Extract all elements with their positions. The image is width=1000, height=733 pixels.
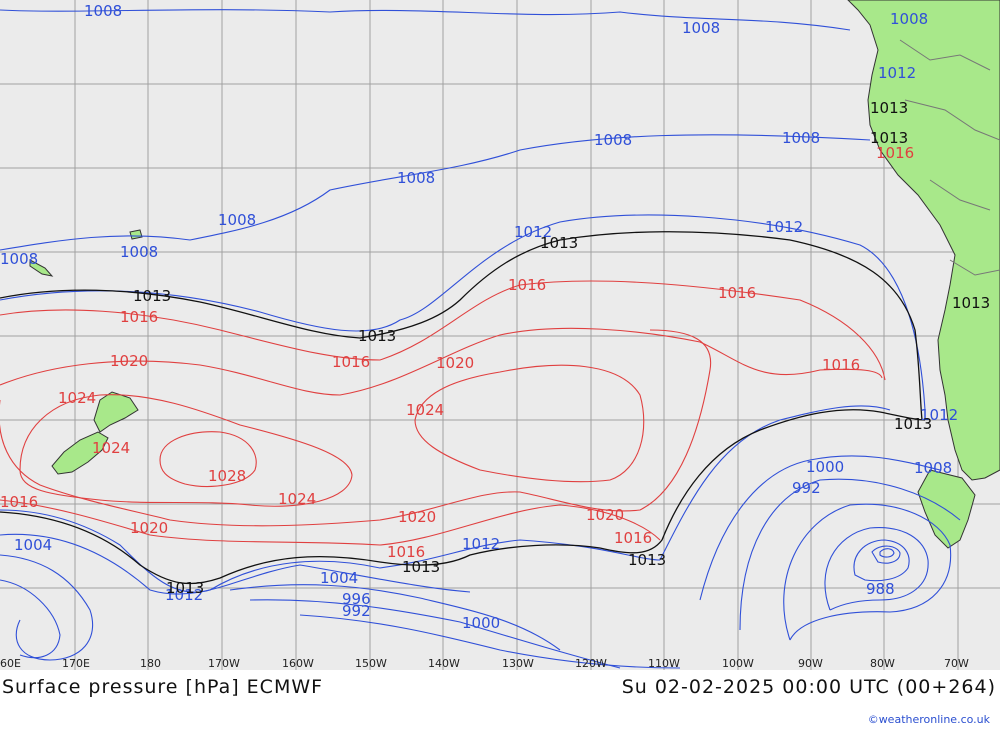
label-high-2: 1016 [332, 353, 370, 371]
label-low-11: 1012 [765, 218, 803, 236]
lon-tick-3: 180 [140, 657, 161, 670]
lon-tick-11: 100W [722, 657, 754, 670]
lon-tick-5: 160W [282, 657, 314, 670]
label-high-4: 1020 [110, 352, 148, 370]
nz-north-island [93, 391, 139, 433]
low-pressure-isobars [0, 9, 961, 669]
label-mean-7: 1013 [894, 415, 932, 433]
label-mean-10: 1013 [628, 551, 666, 569]
label-low-22: 1012 [920, 406, 958, 424]
lon-tick-7: 140W [428, 657, 460, 670]
label-high-11: 1020 [130, 519, 168, 537]
label-low-21: 1012 [878, 64, 916, 82]
high-pressure-isobars [0, 280, 886, 546]
label-mean-2: 1013 [358, 327, 396, 345]
lon-tick-4: 170W [208, 657, 240, 670]
label-mean-6: 1013 [952, 294, 990, 312]
label-high-10: 1016 [0, 493, 38, 511]
lon-tick-12: 90W [798, 657, 823, 670]
label-high-16: 1020 [586, 506, 624, 524]
lon-tick-6: 150W [355, 657, 387, 670]
land [29, 0, 1000, 549]
tierra-del-fuego [917, 469, 976, 549]
label-high-6: 1024 [58, 389, 96, 407]
longitude-ticks: 60E 170E 180 170W 160W 150W 140W 130W 12… [0, 657, 969, 670]
new-caledonia [29, 259, 54, 277]
lon-tick-10: 110W [648, 657, 680, 670]
mean-isobar-1013 [0, 231, 926, 585]
label-high-14: 1016 [387, 543, 425, 561]
lon-tick-1: 60E [0, 657, 21, 670]
label-low-7: 1008 [120, 243, 158, 261]
andes-borders [899, 39, 1000, 276]
label-low-14: 1000 [462, 614, 500, 632]
label-mean-1: 1013 [133, 287, 171, 305]
label-mean-4: 1013 [870, 99, 908, 117]
label-mean-8: 1013 [166, 579, 204, 597]
label-high-7: 1024 [92, 439, 130, 457]
label-low-3: 1008 [594, 131, 632, 149]
lon-tick-9: 120W [575, 657, 607, 670]
isobar-labels: 1008 1008 1008 1008 1008 1008 1008 1008 … [0, 2, 990, 632]
label-high-12: 1024 [406, 401, 444, 419]
label-low-9: 1008 [890, 10, 928, 28]
label-high-5: 1020 [436, 354, 474, 372]
label-low-23: 1008 [914, 459, 952, 477]
label-low-13: 1004 [320, 569, 358, 587]
label-low-8: 1008 [0, 250, 38, 268]
label-mean-5: 1013 [870, 129, 908, 147]
label-low-4: 1008 [782, 129, 820, 147]
grid-lines [0, 0, 1000, 670]
label-low-19: 988 [866, 580, 895, 598]
label-low-10: 1012 [514, 223, 552, 241]
label-low-12: 1004 [14, 536, 52, 554]
label-low-6: 1008 [218, 211, 256, 229]
label-low-24: 1012 [165, 586, 203, 604]
fiji [129, 229, 143, 240]
label-high-18: 1016 [822, 356, 860, 374]
lon-tick-2: 170E [62, 657, 90, 670]
label-high-19: 1016 [876, 144, 914, 162]
label-low-20: 1012 [462, 535, 500, 553]
valid-time: Su 02-02-2025 00:00 UTC (00+264) [621, 676, 996, 698]
label-mean-9: 1013 [402, 558, 440, 576]
map-title: Surface pressure [hPa] ECMWF [2, 676, 324, 698]
label-low-1: 1008 [84, 2, 122, 20]
label-low-2: 1008 [682, 19, 720, 37]
label-high-17: 1016 [614, 529, 652, 547]
label-high-15: 1016 [718, 284, 756, 302]
label-mean-3: 1013 [540, 234, 578, 252]
label-high-8: 1028 [208, 467, 246, 485]
pressure-map: 1008 1008 1008 1008 1008 1008 1008 1008 … [0, 0, 1000, 670]
label-high-3: 1016 [508, 276, 546, 294]
label-high-1: 1016 [120, 308, 158, 326]
credit-link[interactable]: ©weatheronline.co.uk [867, 713, 990, 726]
label-low-16: 996 [342, 590, 371, 608]
nz-south-island [51, 431, 109, 475]
label-low-15: 1000 [806, 458, 844, 476]
south-america [847, 0, 1000, 481]
label-low-17: 992 [342, 602, 371, 620]
lon-tick-13: 80W [870, 657, 895, 670]
label-high-13: 1020 [398, 508, 436, 526]
label-low-5: 1008 [397, 169, 435, 187]
lon-tick-8: 130W [502, 657, 534, 670]
label-high-9: 1024 [278, 490, 316, 508]
label-low-18: 992 [792, 479, 821, 497]
lon-tick-14: 70W [944, 657, 969, 670]
